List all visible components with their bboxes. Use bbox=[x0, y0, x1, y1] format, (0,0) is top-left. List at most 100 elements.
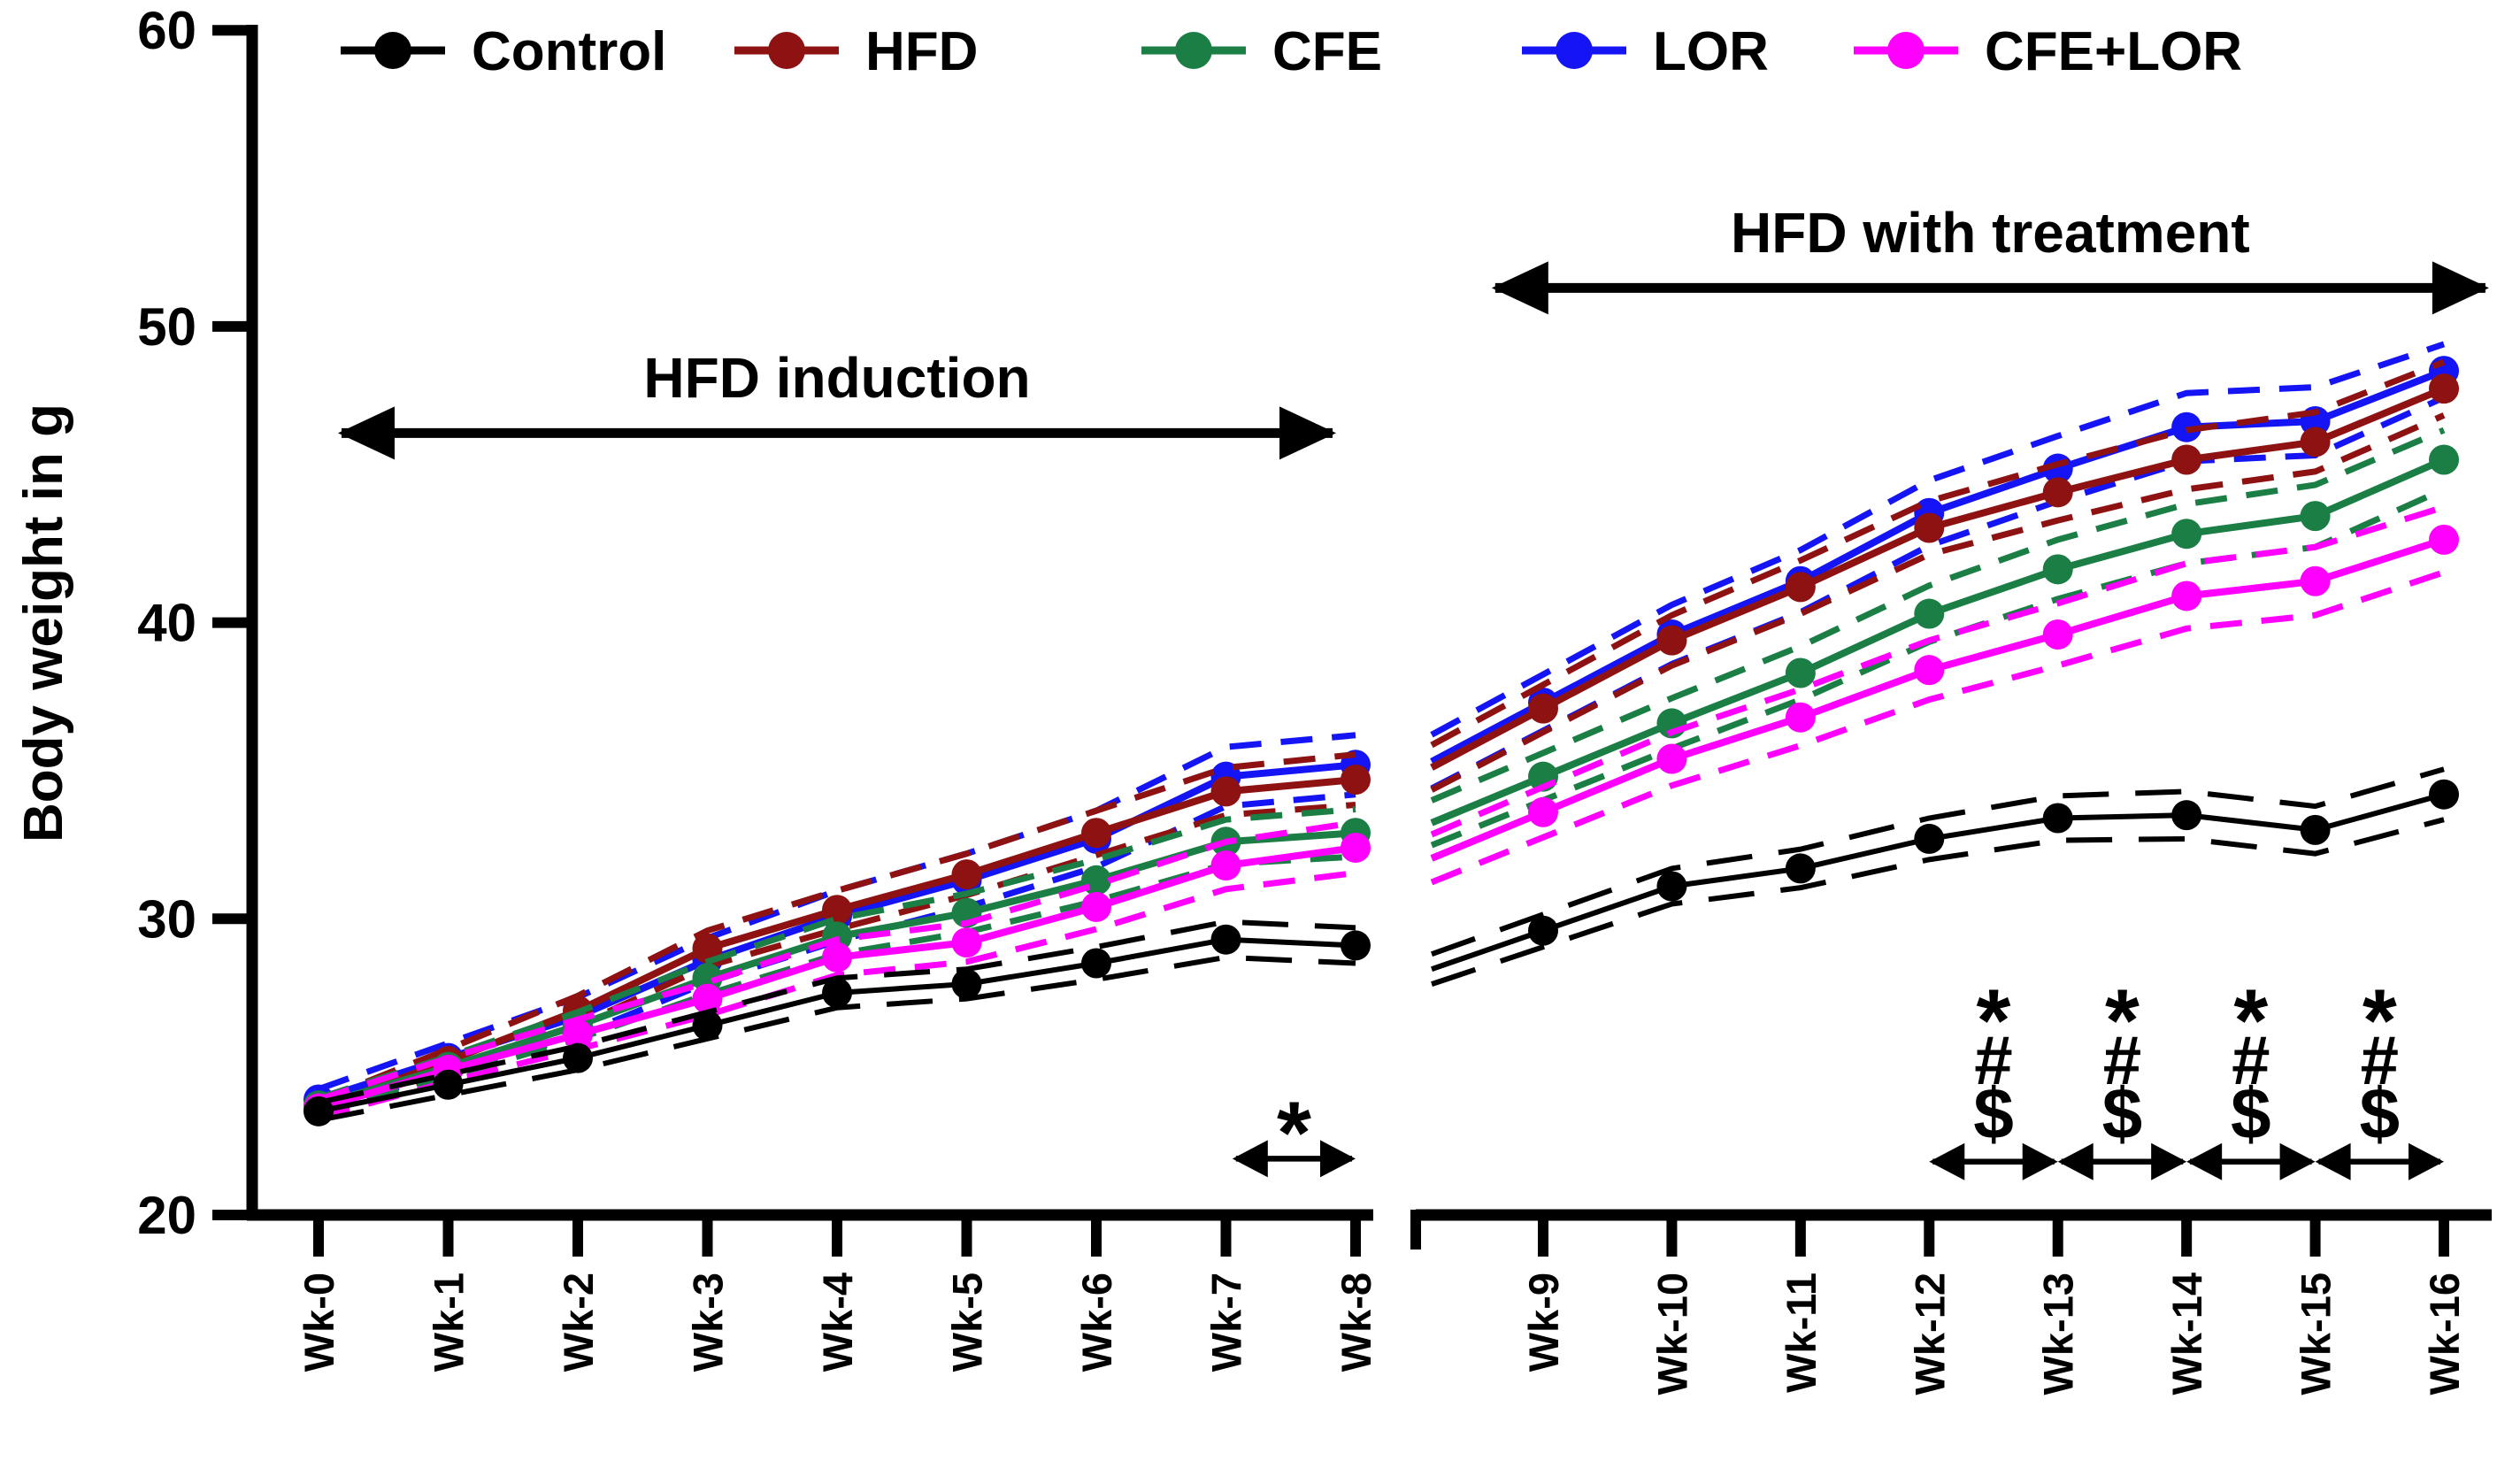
data-point bbox=[2300, 565, 2331, 596]
sig-symbol: # bbox=[1974, 1021, 2012, 1099]
y-tick-label: 40 bbox=[137, 594, 196, 653]
data-point bbox=[1528, 915, 1558, 946]
x-tick-label: Wk-7 bbox=[1203, 1273, 1250, 1372]
legend-item-control: Control bbox=[341, 21, 666, 82]
x-tick-label: Wk-6 bbox=[1073, 1273, 1120, 1372]
phase-arrow: HFD with treatment bbox=[1491, 201, 2489, 315]
data-point bbox=[822, 942, 852, 973]
data-point bbox=[822, 895, 852, 926]
arrowhead-left bbox=[2315, 1142, 2351, 1180]
data-point bbox=[1785, 853, 1816, 884]
x-tick-label: Wk-5 bbox=[944, 1273, 991, 1372]
legend-item-hfd: HFD bbox=[734, 21, 978, 82]
data-point bbox=[2300, 501, 2331, 532]
x-tick-label: Wk-13 bbox=[2035, 1273, 2082, 1395]
legend-marker bbox=[1556, 32, 1593, 69]
y-tick-label: 50 bbox=[137, 297, 196, 357]
data-point bbox=[951, 927, 982, 958]
phase-arrow: HFD induction bbox=[337, 346, 1337, 460]
legend-marker bbox=[768, 32, 805, 69]
series-cfe-lor bbox=[303, 504, 2460, 1124]
data-point bbox=[1081, 818, 1111, 849]
legend-item-lor: LOR bbox=[1522, 21, 1769, 82]
sem-band-lower bbox=[318, 869, 1356, 1120]
sig-double-arrow bbox=[2315, 1142, 2445, 1180]
sig-symbol: * bbox=[1977, 971, 2011, 1070]
data-point bbox=[1341, 930, 1371, 961]
x-tick-label: Wk-2 bbox=[555, 1273, 602, 1372]
sem-band-upper bbox=[1430, 766, 2445, 957]
data-point bbox=[1656, 625, 1687, 656]
data-point bbox=[1914, 823, 1945, 854]
sig-symbol: * bbox=[2233, 971, 2268, 1070]
x-tick-label: Wk-8 bbox=[1333, 1273, 1379, 1372]
sig-double-arrow bbox=[2186, 1142, 2316, 1180]
legend-marker bbox=[1887, 32, 1925, 69]
data-point bbox=[692, 1010, 723, 1041]
sig-symbol: * bbox=[2362, 971, 2397, 1070]
legend-label: CFE+LOR bbox=[1985, 21, 2242, 82]
legend-label: Control bbox=[472, 21, 666, 82]
arrowhead-right bbox=[1320, 1140, 1356, 1178]
legend-label: LOR bbox=[1653, 21, 1769, 82]
sem-band-upper bbox=[1430, 427, 2446, 804]
x-tick-label: Wk-14 bbox=[2163, 1273, 2210, 1395]
phase-double-arrow bbox=[1491, 261, 2489, 315]
data-point bbox=[1785, 702, 1816, 733]
x-tick-label: Wk-10 bbox=[1648, 1273, 1695, 1395]
sem-band-upper bbox=[1430, 504, 2446, 838]
arrowhead-left bbox=[337, 406, 395, 460]
x-tick-label: Wk-0 bbox=[296, 1273, 342, 1372]
sig-symbol: # bbox=[2103, 1021, 2141, 1099]
significance-left: * bbox=[1232, 1084, 1356, 1183]
significance-group: *#$ bbox=[2315, 971, 2445, 1180]
x-tick-label: Wk-12 bbox=[1906, 1273, 1953, 1395]
x-tick-label: Wk-11 bbox=[1778, 1273, 1825, 1393]
sem-band-lower bbox=[1431, 817, 2445, 987]
sig-double-arrow bbox=[1232, 1140, 1356, 1178]
sem-band-upper bbox=[1430, 341, 2446, 738]
sig-double-arrow bbox=[2057, 1142, 2187, 1180]
data-point bbox=[1081, 891, 1111, 922]
data-point bbox=[2171, 444, 2202, 475]
data-point bbox=[1785, 572, 1816, 603]
sig-symbol: * bbox=[2105, 971, 2140, 1070]
data-point bbox=[1210, 924, 1241, 955]
data-point bbox=[2171, 581, 2202, 611]
data-point bbox=[1785, 657, 1816, 688]
significance-group: *#$ bbox=[1929, 971, 2058, 1180]
legend-label: HFD bbox=[865, 21, 978, 82]
data-point bbox=[1210, 776, 1241, 807]
significance-group: *#$ bbox=[2057, 971, 2187, 1180]
sem-band-upper bbox=[317, 819, 1356, 1103]
series-control bbox=[303, 766, 2460, 1126]
y-tick-label: 30 bbox=[137, 889, 196, 949]
sig-double-arrow bbox=[1929, 1142, 2058, 1180]
data-point bbox=[1914, 655, 1945, 686]
significance-group: *#$ bbox=[2186, 971, 2316, 1180]
chart-root: 20 30 40 50 60 Wk-0 Wk-1 Wk-2 Wk-3 Wk-4 Wk-5 Wk-6 Wk… bbox=[137, 1, 2492, 1395]
arrowhead-left bbox=[1929, 1142, 1965, 1180]
arrowhead-left bbox=[2057, 1142, 2094, 1180]
sem-band-lower bbox=[1430, 569, 2446, 886]
mean-line bbox=[1430, 367, 2446, 765]
axes: 20 30 40 50 60 Wk-0 Wk-1 Wk-2 Wk-3 Wk-4 Wk-5 Wk-6 Wk… bbox=[137, 1, 2492, 1395]
data-point bbox=[2042, 619, 2073, 650]
phase-label: HFD induction bbox=[643, 346, 1030, 410]
data-point bbox=[433, 1069, 464, 1100]
data-point bbox=[2300, 814, 2331, 845]
x-tick-label: Wk-4 bbox=[814, 1273, 861, 1372]
arrowhead-right bbox=[1279, 406, 1337, 460]
data-point bbox=[1656, 871, 1687, 902]
sem-band-upper bbox=[317, 805, 1356, 1102]
data-point bbox=[2042, 554, 2073, 585]
x-tick-label: Wk-1 bbox=[426, 1273, 472, 1372]
arrowhead-left bbox=[1232, 1140, 1268, 1178]
sig-symbol: $ bbox=[1973, 1074, 2014, 1155]
data-point bbox=[563, 1042, 593, 1073]
phase-double-arrow bbox=[337, 406, 1337, 460]
data-point bbox=[2429, 524, 2460, 555]
arrowhead-left bbox=[2186, 1142, 2223, 1180]
